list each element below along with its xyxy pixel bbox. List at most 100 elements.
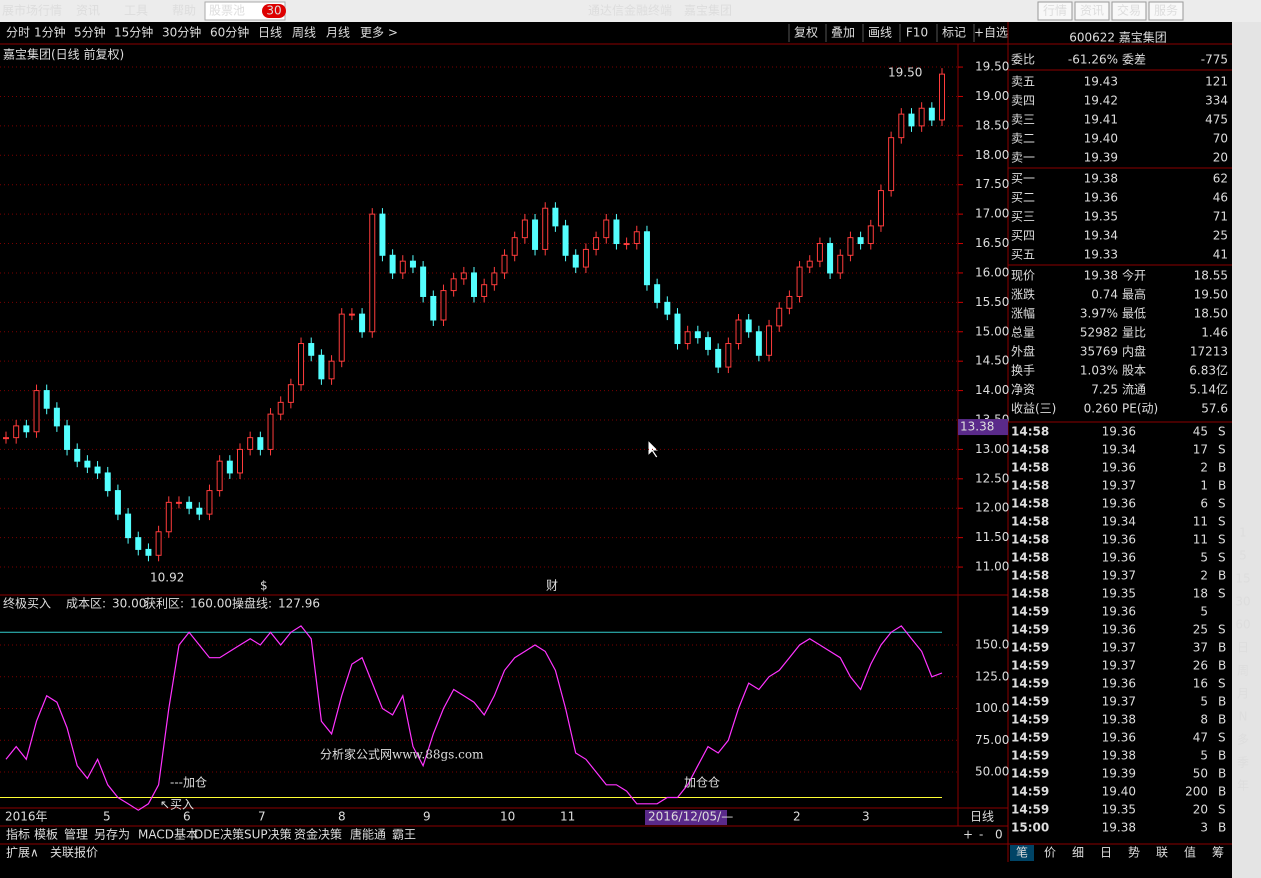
zoom-button[interactable]: - [979, 828, 983, 842]
x-tick-label: 10 [500, 810, 515, 824]
pool-button[interactable]: 股票池 [209, 4, 245, 18]
quote-tab[interactable]: 笔 [1016, 845, 1028, 860]
menu-button[interactable]: 服务 [1154, 3, 1178, 18]
quote-tab[interactable]: 价 [1044, 846, 1056, 860]
menu-item[interactable]: 资讯 [76, 4, 100, 18]
tick-volume: 16 [1193, 677, 1208, 691]
quote-tab[interactable]: 细 [1072, 846, 1084, 860]
ext-button[interactable]: 关联报价 [50, 845, 98, 860]
period-tab[interactable]: 日线 [258, 26, 282, 40]
side-icon[interactable]: 多 [1237, 733, 1249, 747]
side-icon[interactable]: 周 [1237, 664, 1249, 678]
period-tab[interactable]: 分时 [6, 26, 30, 40]
ext-button[interactable]: 扩展∧ [6, 846, 39, 860]
period-tab[interactable]: 60分钟 [210, 25, 249, 40]
side-icon[interactable]: 日 [1237, 641, 1249, 655]
tick-time: 14:58 [1011, 587, 1049, 601]
tool-button[interactable]: 标记 [942, 26, 966, 40]
candle-body [532, 219, 539, 250]
tick-time: 14:59 [1011, 623, 1049, 637]
side-icon[interactable]: 60 [1235, 618, 1250, 632]
chart-title: 嘉宝集团(日线 前复权) [3, 47, 124, 62]
pool-badge [262, 4, 286, 18]
candle-body [755, 331, 762, 356]
menu-button[interactable]: 交易 [1117, 3, 1141, 18]
menu-item[interactable]: 展市场行情 [2, 3, 62, 18]
quote-tab[interactable]: 势 [1128, 846, 1140, 860]
candle-body [511, 237, 518, 256]
period-tab[interactable]: 月线 [326, 26, 350, 40]
annotation: ---加仓 [170, 776, 207, 790]
x-tick-label: 6 [183, 810, 191, 824]
tool-button[interactable]: 复权 [794, 26, 818, 40]
tick-volume: 2 [1200, 569, 1208, 583]
side-icon[interactable]: 5 [1239, 549, 1247, 563]
indicator-tab[interactable]: DDE决策 [194, 828, 244, 842]
tick-price: 19.34 [1102, 443, 1136, 457]
tick-time: 14:58 [1011, 479, 1049, 493]
period-tab[interactable]: 1分钟 [34, 25, 66, 40]
tick-time: 14:58 [1011, 497, 1049, 511]
menu-item[interactable]: 工具 [124, 4, 148, 18]
side-icon[interactable]: 15 [1235, 572, 1250, 586]
zoom-button[interactable]: + [963, 828, 973, 842]
side-icon[interactable]: 月 [1237, 687, 1249, 701]
period-tab[interactable]: 更多 > [360, 26, 398, 40]
menu-item[interactable]: 帮助 [172, 4, 196, 18]
candle-body [298, 343, 305, 386]
tool-button[interactable]: +自选 [974, 26, 1008, 40]
indicator-tab[interactable]: 资金决策 [294, 827, 342, 842]
stat-label: 今开 [1122, 268, 1146, 283]
indicator-tab[interactable]: 模板 [34, 828, 58, 842]
tick-side: S [1218, 443, 1226, 457]
watermark: 分析家公式网www.88gs.com [320, 747, 484, 762]
candle-body [582, 248, 589, 268]
tick-volume: 47 [1193, 731, 1208, 745]
zoom-button[interactable]: 0 [995, 828, 1003, 842]
side-icon[interactable]: 1 [1239, 526, 1247, 540]
indicator-tab[interactable]: 唐能通 [350, 827, 386, 842]
indicator-tab[interactable]: 管理 [64, 827, 88, 842]
x-tick-label: 3 [862, 810, 870, 824]
candle-body [521, 219, 528, 239]
tick-price: 19.35 [1102, 803, 1136, 817]
side-icon[interactable]: N [1239, 710, 1248, 724]
side-icon[interactable]: 30 [1235, 595, 1250, 609]
quote-tab[interactable]: 日 [1100, 846, 1112, 860]
y-tick-label: 11.00 [975, 560, 1009, 574]
tick-time: 14:58 [1011, 461, 1049, 475]
quote-tab[interactable]: 联 [1156, 846, 1168, 860]
stat-value: 6.83亿 [1189, 363, 1228, 378]
tick-time: 15:00 [1011, 821, 1049, 835]
candle-body [939, 73, 945, 121]
stat-label: 最高 [1122, 287, 1146, 302]
quote-tab[interactable]: 筹 [1212, 846, 1224, 860]
period-tab[interactable]: 15分钟 [114, 25, 153, 40]
tick-price: 19.36 [1102, 731, 1136, 745]
indicator-tab[interactable]: SUP决策 [244, 828, 292, 842]
quote-tab[interactable]: 值 [1184, 845, 1196, 860]
side-icon[interactable]: 季 [1237, 756, 1249, 770]
indicator-tab[interactable]: MACD基本 [138, 828, 198, 842]
side-icon[interactable]: 年 [1237, 779, 1249, 793]
candle-body [705, 337, 711, 350]
indicator-tab[interactable]: 指标 [6, 827, 30, 842]
tool-button[interactable]: F10 [906, 26, 928, 40]
period-tab[interactable]: 30分钟 [162, 25, 201, 40]
menu-button[interactable]: 资讯 [1080, 4, 1104, 18]
stat-label: 量比 [1122, 326, 1146, 340]
tick-side: S [1218, 497, 1226, 511]
candle-body [247, 437, 254, 450]
indicator-tab[interactable]: 霸王 [392, 828, 416, 842]
tick-price: 19.35 [1102, 587, 1136, 601]
tool-button[interactable]: 画线 [868, 26, 892, 40]
period-tab[interactable]: 5分钟 [74, 25, 106, 40]
period-tab[interactable]: 周线 [292, 26, 316, 40]
menu-button[interactable]: 行情 [1043, 4, 1067, 18]
tick-volume: 5 [1200, 749, 1208, 763]
indicator-tab[interactable]: 另存为 [94, 828, 130, 842]
y-tick-label: 125.0 [975, 669, 1009, 683]
tool-button[interactable]: 叠加 [831, 26, 855, 40]
tick-volume: 26 [1193, 659, 1208, 673]
tick-price: 19.37 [1102, 659, 1136, 673]
